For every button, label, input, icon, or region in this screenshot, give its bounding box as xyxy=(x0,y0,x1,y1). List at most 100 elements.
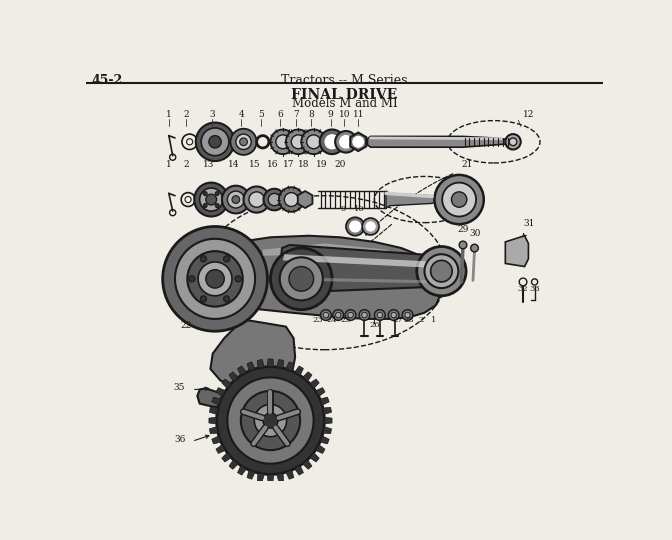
Circle shape xyxy=(291,135,305,148)
Circle shape xyxy=(241,391,300,450)
Polygon shape xyxy=(278,245,446,293)
Polygon shape xyxy=(257,473,264,482)
Text: 32: 32 xyxy=(517,285,528,293)
Circle shape xyxy=(215,192,219,195)
Text: 3: 3 xyxy=(209,110,215,119)
Circle shape xyxy=(203,192,207,195)
Polygon shape xyxy=(320,436,329,444)
Circle shape xyxy=(325,135,339,148)
Circle shape xyxy=(323,312,329,318)
Circle shape xyxy=(333,309,343,320)
Text: 36: 36 xyxy=(174,435,185,444)
Circle shape xyxy=(240,138,247,146)
Polygon shape xyxy=(302,460,312,469)
Text: 1: 1 xyxy=(166,110,172,119)
Polygon shape xyxy=(277,473,284,482)
Text: 35: 35 xyxy=(174,383,185,392)
Circle shape xyxy=(163,226,267,331)
Text: 33: 33 xyxy=(530,285,540,293)
Text: 30: 30 xyxy=(470,229,481,238)
Text: 24: 24 xyxy=(327,316,337,325)
Polygon shape xyxy=(212,397,221,405)
Circle shape xyxy=(175,239,255,319)
Polygon shape xyxy=(229,372,239,381)
Text: 26: 26 xyxy=(369,321,380,329)
Circle shape xyxy=(346,217,364,236)
Circle shape xyxy=(362,312,367,318)
Circle shape xyxy=(203,204,207,207)
Circle shape xyxy=(198,262,232,296)
Circle shape xyxy=(243,186,269,213)
Circle shape xyxy=(321,309,331,320)
Text: 10: 10 xyxy=(339,110,350,119)
Polygon shape xyxy=(267,474,274,482)
Text: 7: 7 xyxy=(293,110,299,119)
Circle shape xyxy=(425,254,458,288)
Circle shape xyxy=(442,183,476,217)
Polygon shape xyxy=(198,388,259,408)
Text: 1: 1 xyxy=(431,316,436,325)
Circle shape xyxy=(224,296,230,302)
Text: 17: 17 xyxy=(283,160,295,168)
Text: 2: 2 xyxy=(183,160,189,168)
Text: 28: 28 xyxy=(404,316,415,325)
Circle shape xyxy=(431,260,452,282)
Polygon shape xyxy=(283,278,440,284)
Polygon shape xyxy=(302,372,312,381)
Circle shape xyxy=(187,251,243,307)
Circle shape xyxy=(377,312,382,318)
Polygon shape xyxy=(209,236,440,319)
Polygon shape xyxy=(386,191,436,208)
Polygon shape xyxy=(210,407,218,414)
Circle shape xyxy=(340,136,352,148)
Text: 11: 11 xyxy=(353,110,364,119)
Circle shape xyxy=(222,186,250,213)
Circle shape xyxy=(505,134,521,150)
Text: 23: 23 xyxy=(313,316,323,325)
Polygon shape xyxy=(325,417,332,424)
Polygon shape xyxy=(222,453,231,462)
Text: 14: 14 xyxy=(228,160,239,168)
Polygon shape xyxy=(238,465,247,475)
Circle shape xyxy=(459,241,467,249)
Circle shape xyxy=(227,191,245,208)
Polygon shape xyxy=(277,360,284,368)
Circle shape xyxy=(196,123,235,161)
Circle shape xyxy=(348,312,353,318)
Polygon shape xyxy=(505,236,528,267)
Polygon shape xyxy=(294,465,303,475)
Circle shape xyxy=(200,256,206,262)
Polygon shape xyxy=(216,388,226,396)
Polygon shape xyxy=(229,460,239,469)
Polygon shape xyxy=(368,137,513,147)
Circle shape xyxy=(353,137,364,147)
Polygon shape xyxy=(210,427,218,434)
Polygon shape xyxy=(294,366,303,375)
Polygon shape xyxy=(320,397,329,405)
Text: FINAL DRIVE: FINAL DRIVE xyxy=(291,88,398,102)
Polygon shape xyxy=(247,362,255,371)
Circle shape xyxy=(320,130,345,154)
Circle shape xyxy=(209,136,221,148)
Circle shape xyxy=(402,309,413,320)
Text: 25: 25 xyxy=(341,316,351,325)
Polygon shape xyxy=(298,191,312,208)
Circle shape xyxy=(279,187,304,212)
Circle shape xyxy=(335,312,341,318)
Polygon shape xyxy=(222,379,231,388)
Text: Tractors -- M Series: Tractors -- M Series xyxy=(281,74,408,87)
Circle shape xyxy=(200,296,206,302)
Text: 8: 8 xyxy=(308,110,314,119)
Text: 19: 19 xyxy=(317,160,328,168)
Circle shape xyxy=(388,309,399,320)
Circle shape xyxy=(362,218,379,235)
Circle shape xyxy=(189,276,195,282)
Circle shape xyxy=(194,183,228,217)
Text: 45-2: 45-2 xyxy=(92,74,123,87)
Text: 2: 2 xyxy=(419,316,424,325)
Circle shape xyxy=(452,192,467,207)
Circle shape xyxy=(270,248,332,309)
Polygon shape xyxy=(323,427,331,434)
Text: 1: 1 xyxy=(166,160,172,168)
Polygon shape xyxy=(286,362,294,371)
